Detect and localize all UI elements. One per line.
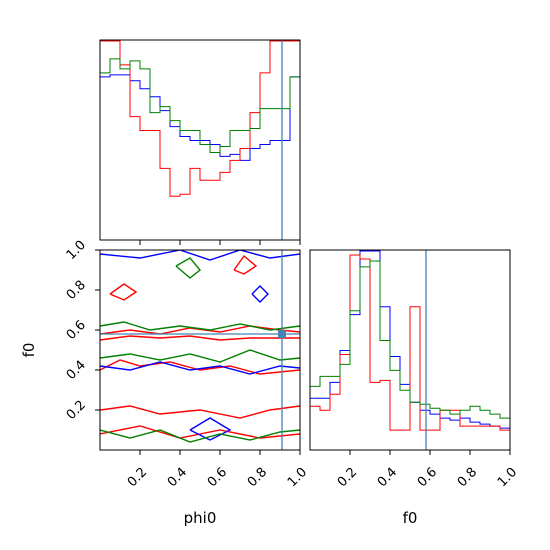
contour-line-12 [100,349,300,363]
contour-line-4 [100,405,300,419]
x-axis-label-phi0: phi0 [184,509,217,527]
x-tick-label-1.0: 1.0 [285,465,310,490]
contour-line-14 [100,429,300,443]
contour-line-8 [100,361,300,375]
contour-line-13 [100,321,300,331]
contour-frame [99,249,301,451]
y-tick-label-1.0: 1.0 [64,238,89,263]
y-tick-label-0.2: 0.2 [64,398,89,423]
y-tick-label-0.8: 0.8 [64,278,89,303]
x-tick-label-0.6: 0.6 [205,465,230,490]
contour-line-7 [233,254,258,275]
x-tick-label-0.2: 0.2 [125,465,150,490]
phi0-marginal-frame [99,39,301,241]
x-tick-label-0.8: 0.8 [455,465,480,490]
contour-line-11 [251,285,269,303]
histogram-series-2 [100,40,300,197]
phi0-f0-contour-panel: 0.2 0.4 0.6 0.8 1.0 0.2 0.4 0.6 0.8 1.0 phi0 f0 [20,238,310,527]
x-tick-label-0.4: 0.4 [375,465,400,490]
y-tick-label-0.4: 0.4 [64,358,89,383]
histogram-series-3 [100,58,300,153]
truth-marker [278,330,286,338]
contour-line-9 [100,250,300,261]
contour-line-15 [175,257,201,279]
f0-marginal-histogram: 0.2 0.4 0.6 0.8 1.0 f0 [309,249,520,527]
contour-line-6 [109,283,138,301]
y-axis-label-f0: f0 [20,343,38,358]
f0-marginal-frame [309,249,511,451]
x-tick-label-0.4: 0.4 [165,465,190,490]
x-tick-label-0.2: 0.2 [335,465,360,490]
contour-line-5 [100,425,300,439]
x-tick-label-0.8: 0.8 [245,465,270,490]
x-tick-label-1.0: 1.0 [495,465,520,490]
phi0-marginal-histogram [99,39,301,245]
x-axis-label-f0: f0 [403,509,418,527]
contour-line-3 [100,359,300,375]
contour-line-2 [100,335,300,341]
x-tick-label-0.6: 0.6 [415,465,440,490]
contour-line-10 [189,417,232,441]
histogram-series-3 [310,260,510,419]
histogram-series-2 [310,254,510,431]
y-tick-label-0.6: 0.6 [64,318,89,343]
